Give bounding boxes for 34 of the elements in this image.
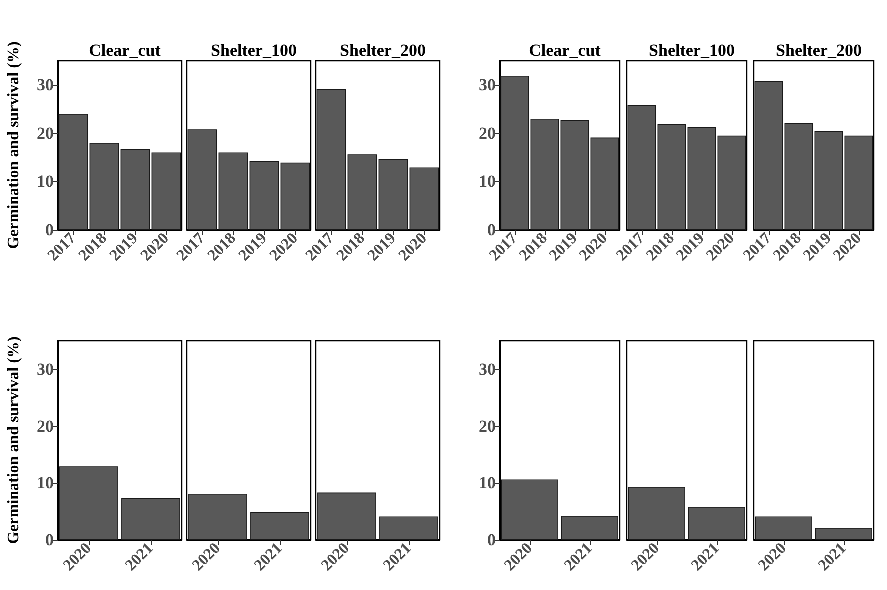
bar (280, 162, 310, 230)
bar (348, 154, 378, 230)
y-tick-label: 20 (479, 124, 496, 143)
y-tick-label: 0 (488, 530, 496, 550)
y-tick-label: 20 (479, 416, 496, 436)
chart-title: Clear_cut (89, 41, 162, 60)
bar (58, 114, 88, 230)
bar (378, 160, 408, 230)
bar (90, 143, 120, 230)
bar (316, 89, 346, 230)
y-tick-label: 0 (46, 530, 54, 550)
y-axis-title: Germination and survival (%) (6, 42, 22, 250)
y-tick-label: 10 (37, 172, 54, 192)
bar (410, 168, 440, 230)
chart-title: Shelter_200 (776, 41, 862, 60)
y-tick-label: 10 (479, 474, 496, 493)
chart-title: Shelter_100 (211, 41, 297, 60)
bar (120, 149, 150, 230)
chart-title: Clear_cut (529, 41, 602, 60)
y-tick-label: 30 (37, 76, 54, 95)
y-axis-title: Germination and survival (%) (6, 336, 22, 544)
bar (152, 152, 182, 230)
bar (218, 152, 248, 230)
bar (250, 161, 280, 230)
y-tick-label: 30 (37, 360, 54, 379)
chart-title: Shelter_200 (340, 41, 426, 60)
y-tick-label: 20 (37, 416, 54, 436)
y-tick-label: 20 (37, 124, 54, 143)
chart-title: Shelter_100 (649, 41, 735, 60)
y-tick-label: 10 (37, 474, 54, 493)
bar (188, 130, 218, 230)
y-tick-label: 30 (479, 360, 496, 379)
y-tick-label: 10 (479, 172, 496, 192)
y-tick-label: 30 (479, 76, 496, 95)
